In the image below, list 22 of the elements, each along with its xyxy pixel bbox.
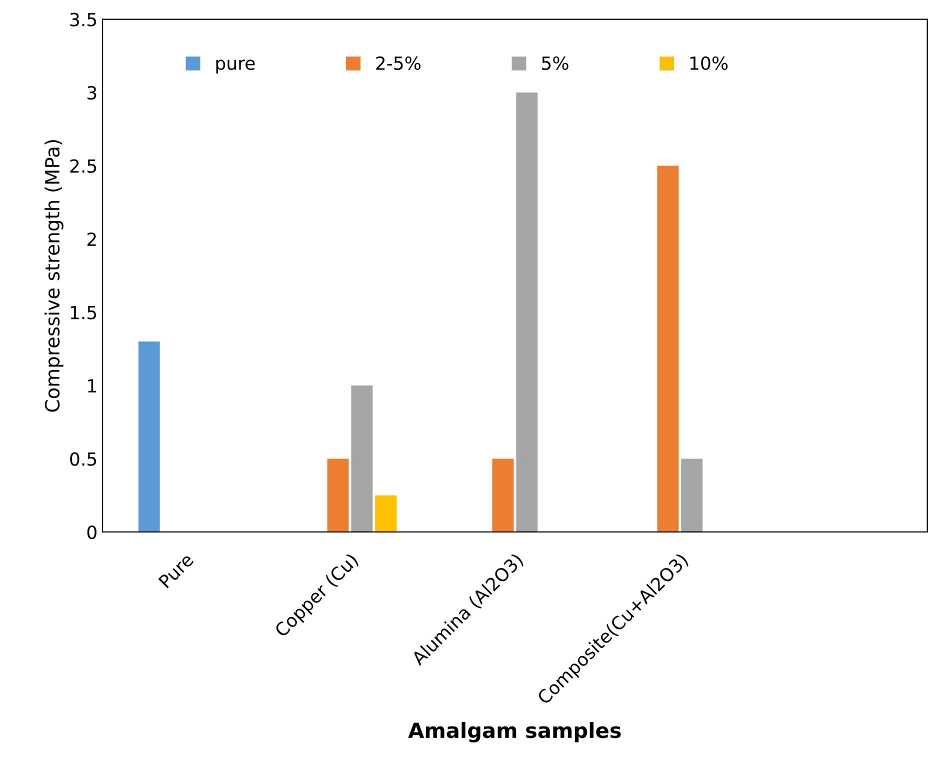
y-tick-label: 0.5: [70, 452, 96, 466]
legend-label: 2-5%: [376, 56, 421, 70]
legend-label: 5%: [542, 56, 568, 70]
y-tick-label: 2.5: [70, 159, 96, 173]
y-tick-label: 1: [88, 379, 96, 392]
y-tick-label: 3: [88, 86, 96, 100]
bar: [351, 386, 373, 532]
y-tick-label: 0: [87, 525, 96, 540]
bar: [657, 166, 679, 532]
y-tick-label: 3.5: [70, 12, 96, 26]
x-axis-title: Amalgam samples: [408, 722, 621, 742]
bar: [327, 458, 349, 532]
bar: [375, 495, 397, 532]
y-tick-label: 2: [87, 232, 96, 246]
legend-label: 10%: [690, 56, 728, 70]
bar: [681, 458, 703, 532]
bar: [516, 92, 538, 532]
y-tick-label: 1.5: [70, 306, 96, 320]
bar: [138, 342, 160, 532]
bar: [492, 458, 514, 532]
y-axis-title: Compressive strength (MPa): [44, 140, 64, 412]
legend-label: pure: [216, 60, 255, 74]
